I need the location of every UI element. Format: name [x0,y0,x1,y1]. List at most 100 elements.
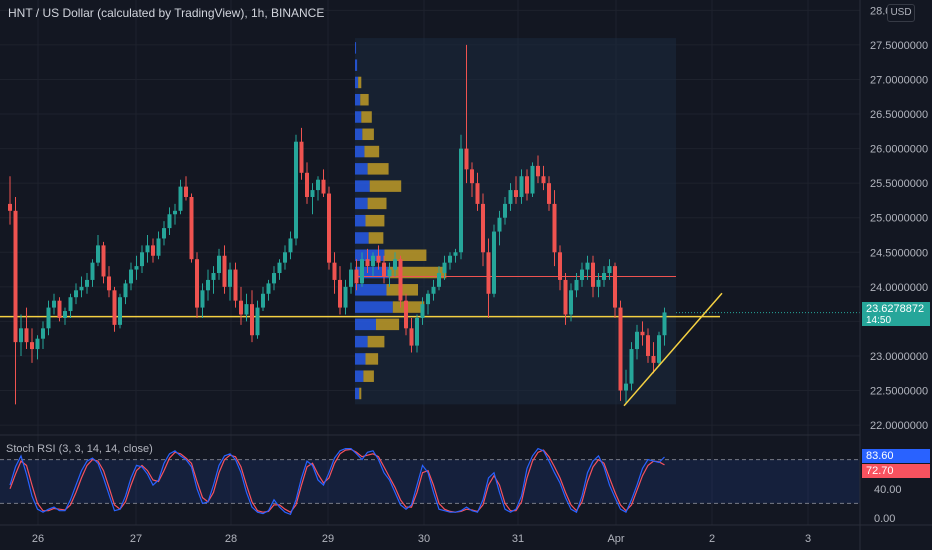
vp-down-bar [376,318,400,331]
vp-down-bar [367,163,389,175]
candle-body [13,210,18,343]
time-tick-label: 30 [418,533,430,545]
candle-body [426,293,430,305]
price-tick-label: 23.0000000 [870,351,928,363]
candle-body [481,203,485,253]
candle-body [30,342,34,350]
vp-up-bar [355,145,365,158]
price-tick-label: 22.5000000 [870,386,928,398]
candle-body [602,273,606,280]
candle-body [514,190,518,197]
candle-body [448,255,452,263]
vp-up-bar [355,93,361,106]
time-axis[interactable]: 26 27 28 29 30 31 Apr 2 3 [32,533,811,545]
candle-body [24,328,29,343]
candle-body [327,193,331,263]
rsi-indicator-label[interactable]: Stoch RSI (3, 3, 14, 14, close) [6,443,153,455]
vp-down-bar [358,76,362,89]
candle-body [569,290,573,315]
price-tick-label: 22.0000000 [870,420,928,432]
candle-body [41,328,45,339]
candle-body [651,355,656,363]
candle-body [420,304,425,318]
time-tick-label: Apr [607,533,624,545]
vp-up-bar [355,353,366,365]
candle-body [206,279,210,291]
candle-body [541,176,546,184]
time-tick-label: 3 [805,533,811,545]
vp-up-bar [355,387,360,400]
candle-body [393,259,397,270]
candle-body [101,245,106,277]
vp-up-bar [355,232,369,244]
vp-down-bar [364,145,380,158]
candle-body [277,262,282,274]
candle-body [79,286,84,291]
vp-up-bar [355,76,359,89]
candle-body [184,186,188,197]
vp-down-bar [365,353,379,365]
candle-body [145,245,150,253]
candle-body [129,269,133,284]
last-price-value: 23.6278872 [866,303,925,315]
candle-body [349,269,353,287]
candle-body [250,304,254,336]
candle-body [409,328,414,346]
price-tick-label: 26.0000000 [870,144,928,156]
vp-down-bar [360,93,369,106]
candle-body [365,259,370,267]
vp-up-bar [355,249,385,261]
candle-body [404,300,408,329]
candle-body [398,259,403,301]
candle-body [332,262,337,280]
candle-body [563,279,568,315]
candle-body [503,203,507,218]
currency-badge[interactable]: USD [887,4,915,22]
candle-body [239,300,243,315]
candle-body [310,190,315,197]
candle-body [657,335,661,363]
candle-body [244,304,249,315]
price-tick-label: 27.0000000 [870,74,928,86]
candle-body [90,262,95,280]
vp-up-bar [355,111,362,123]
vp-up-bar [355,214,366,227]
time-tick-label: 2 [709,533,715,545]
candle-body [134,266,139,270]
vp-down-bar [367,197,387,210]
vp-up-bar [355,180,370,192]
vp-up-bar [355,266,389,279]
candle-body [8,203,12,211]
candle-body [156,238,161,256]
candle-body [525,176,529,194]
candle-body [530,165,535,194]
vp-down-bar [368,232,384,244]
candle-body [371,255,375,267]
candle-body [470,169,474,184]
candle-body [415,317,419,346]
vp-down-bar [361,111,372,123]
candle-body [211,273,216,280]
candle-body [85,279,89,287]
rsi-d-tag: 72.70 [862,464,930,478]
price-tick-label: 28.0 [870,5,891,17]
rsi-axis[interactable]: 40.00 0.00 [874,484,902,525]
candle-body [574,279,579,291]
candle-body [376,255,381,263]
candle-body [46,307,51,329]
rsi-k-value: 83.60 [866,450,894,462]
candle-body [178,186,183,211]
candle-body [437,273,441,287]
vp-down-bar [367,335,385,348]
price-axis[interactable]: 22.000000022.500000023.000000023.5000000… [870,5,928,432]
vp-down-bar [392,301,425,313]
candle-body [118,297,122,325]
candle-body [261,293,265,308]
vp-up-bar [355,318,376,331]
candle-body [497,217,502,232]
candles [8,44,667,405]
vp-up-bar [355,301,393,313]
candle-body [459,148,463,253]
candle-body [35,338,40,350]
candle-body [107,276,111,291]
